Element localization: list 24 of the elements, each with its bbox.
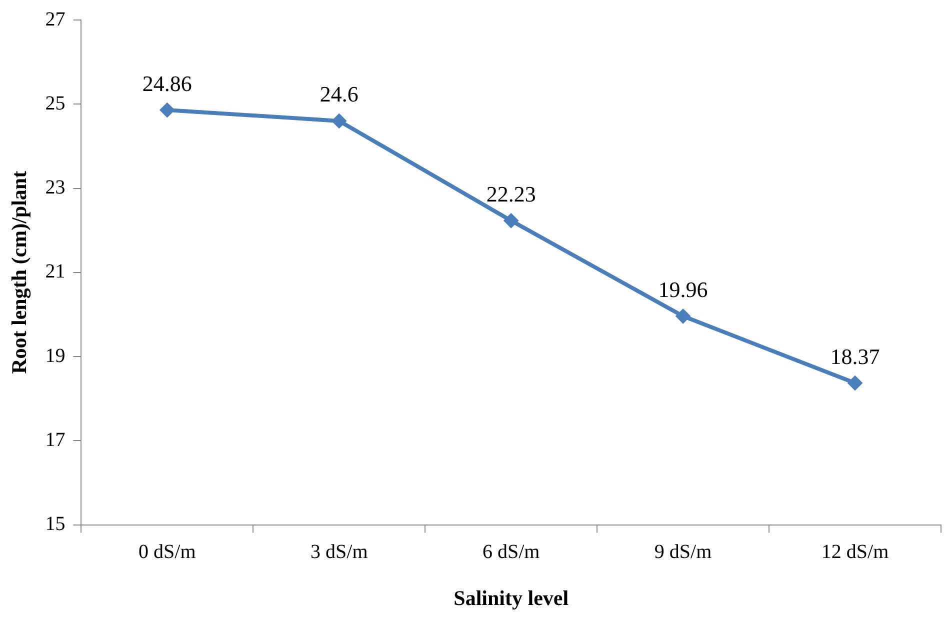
point [504, 213, 519, 228]
x-tick-label: 9 dS/m [654, 541, 712, 564]
y-tick-label: 17 [45, 428, 66, 451]
data-label: 24.86 [142, 70, 192, 96]
y-tick-label: 23 [45, 176, 66, 199]
point [160, 102, 175, 118]
y-axis-title: Root length (cm)/plant [7, 170, 32, 374]
x-tick-label: 3 dS/m [310, 541, 368, 564]
y-tick-label: 25 [45, 92, 66, 114]
point [332, 113, 347, 128]
y-tick-label: 15 [45, 513, 66, 536]
data-label: 18.37 [830, 344, 880, 369]
y-tick-label: 27 [45, 8, 66, 30]
y-tick-label: 19 [45, 344, 66, 367]
x-tick-label: 12 dS/m [821, 541, 890, 564]
x-tick-label: 6 dS/m [482, 541, 540, 564]
y-tick-label: 21 [45, 260, 66, 283]
data-label: 22.23 [486, 181, 536, 206]
data-label: 19.96 [658, 276, 708, 302]
point [676, 308, 691, 324]
data-label: 24.6 [320, 82, 358, 107]
x-tick-label: 0 dS/m [138, 541, 196, 564]
point [848, 376, 863, 391]
x-axis-title: Salinity level [454, 586, 569, 610]
